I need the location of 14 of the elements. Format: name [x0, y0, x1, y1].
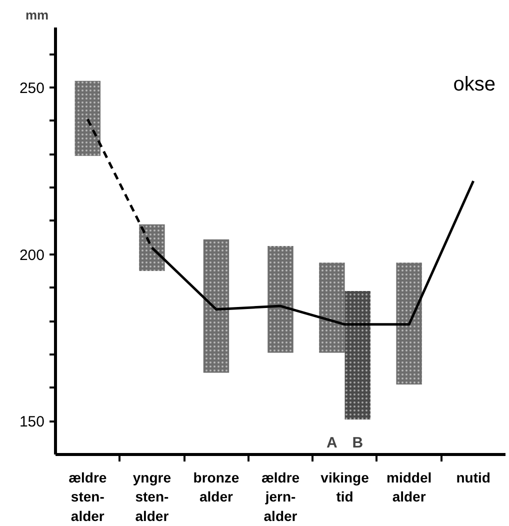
x-tick-label: ældre jern- alder [261, 470, 300, 524]
text: A [326, 434, 338, 452]
x-tick-label: nutid [456, 470, 490, 486]
x-tick-label: ældre sten- alder [68, 470, 107, 524]
y-axis-title: mm [26, 8, 49, 22]
x-tick-label: bronze alder [193, 470, 240, 505]
y-tick-label: 200 [19, 246, 45, 264]
x-tick-label: vikinge tid [320, 470, 370, 505]
y-tick-label: 250 [19, 80, 45, 98]
x-tick-label: yngre sten- alder [132, 470, 172, 524]
annotation: okse [453, 74, 496, 96]
x-tick-label: middel alder [386, 470, 432, 505]
y-tick-label: 150 [19, 414, 45, 431]
series-label: B [352, 434, 364, 452]
